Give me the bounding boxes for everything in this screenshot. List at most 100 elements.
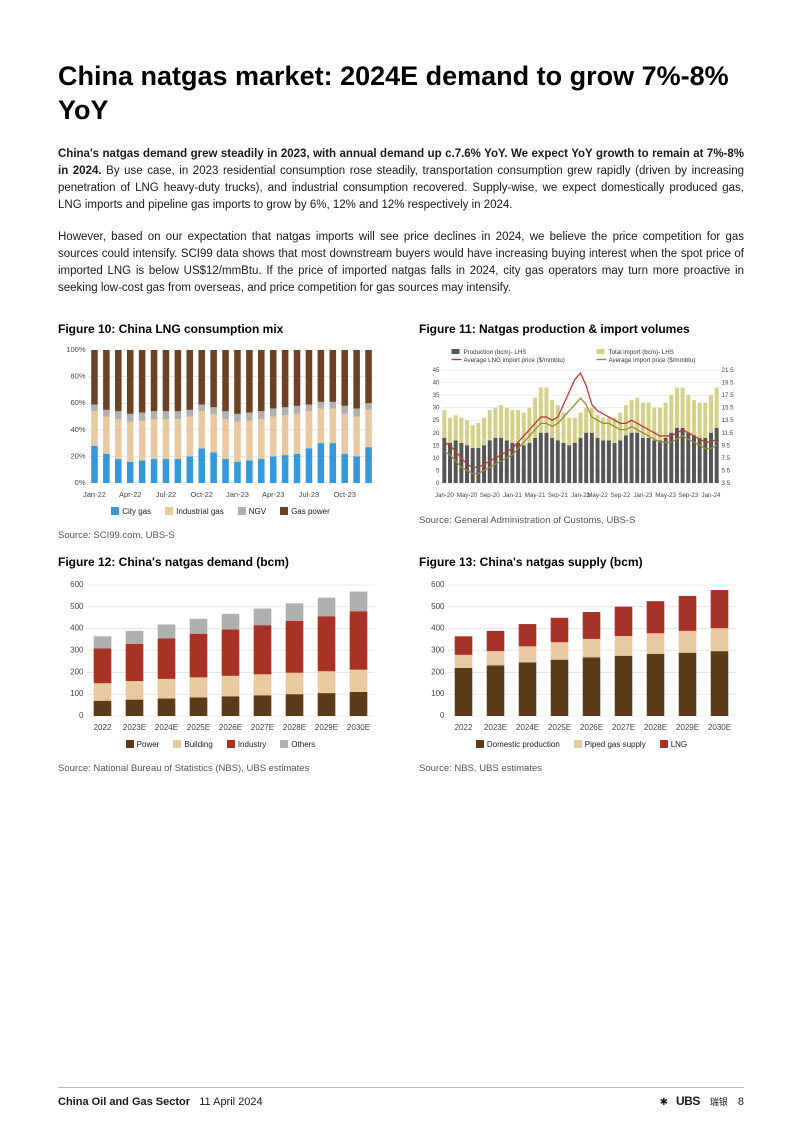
fig13-chart: 010020030040050060020222023E2024E2025E20… <box>419 579 744 734</box>
svg-text:Jan-20: Jan-20 <box>435 492 454 499</box>
svg-text:Average LNG import price ($/mm: Average LNG import price ($/mmbtu) <box>464 357 565 364</box>
svg-text:2025E: 2025E <box>187 723 210 732</box>
svg-text:Jan-23: Jan-23 <box>226 490 249 499</box>
svg-text:15.5: 15.5 <box>722 404 735 411</box>
svg-text:Apr-23: Apr-23 <box>262 490 285 499</box>
svg-text:45: 45 <box>433 367 440 374</box>
fig11-title: Figure 11: Natgas production & import vo… <box>419 322 744 336</box>
svg-text:13.5: 13.5 <box>722 417 735 424</box>
svg-text:10: 10 <box>433 454 440 461</box>
ubs-cn: 瑞银 <box>710 1095 728 1108</box>
svg-text:400: 400 <box>70 623 84 632</box>
svg-text:500: 500 <box>431 601 445 610</box>
svg-text:2026E: 2026E <box>219 723 242 732</box>
fig11-chart: Production (bcm)- LHS Total import (bcm)-… <box>419 346 744 501</box>
fig13-legend: Domestic productionPiped gas supplyLNG <box>419 740 744 749</box>
ubs-logo: UBS <box>676 1094 700 1108</box>
svg-text:3.5: 3.5 <box>722 480 731 487</box>
svg-text:2030E: 2030E <box>347 723 370 732</box>
svg-text:5: 5 <box>436 467 440 474</box>
svg-text:Sep-23: Sep-23 <box>678 492 699 499</box>
svg-text:2023E: 2023E <box>123 723 146 732</box>
svg-text:2028E: 2028E <box>644 723 667 732</box>
svg-text:Jan-22: Jan-22 <box>83 490 106 499</box>
figures-grid: Figure 10: China LNG consumption mix 0% 2… <box>58 322 744 774</box>
svg-text:100: 100 <box>70 689 84 698</box>
svg-text:17.5: 17.5 <box>722 392 735 399</box>
svg-text:2027E: 2027E <box>612 723 635 732</box>
fig11-source: Source: General Administration of Custom… <box>419 515 744 526</box>
fig10-chart: 0%20%40%60%80%100%Jan-22Apr-22Jul-22Oct-… <box>58 346 383 501</box>
figure-12: Figure 12: China's natgas demand (bcm) 0… <box>58 555 383 774</box>
svg-text:0: 0 <box>79 711 84 720</box>
page-footer: China Oil and Gas Sector 11 April 2024 ✱… <box>58 1087 744 1108</box>
svg-text:40%: 40% <box>70 424 85 433</box>
page-title: China natgas market: 2024E demand to gro… <box>58 60 744 128</box>
svg-text:May-20: May-20 <box>457 492 478 499</box>
svg-text:0: 0 <box>440 711 445 720</box>
svg-text:Jan-24: Jan-24 <box>702 492 721 499</box>
svg-text:Average import price ($/mmbtu): Average import price ($/mmbtu) <box>609 357 696 364</box>
svg-text:9.5: 9.5 <box>722 442 731 449</box>
svg-text:19.5: 19.5 <box>722 379 735 386</box>
svg-text:2024E: 2024E <box>155 723 178 732</box>
svg-text:0: 0 <box>436 480 440 487</box>
svg-text:2027E: 2027E <box>251 723 274 732</box>
svg-text:5.5: 5.5 <box>722 467 731 474</box>
fig12-chart: 010020030040050060020222023E2024E2025E20… <box>58 579 383 734</box>
svg-text:Sep-21: Sep-21 <box>548 492 569 499</box>
svg-text:0%: 0% <box>75 478 86 487</box>
svg-text:May-23: May-23 <box>655 492 676 499</box>
fig10-legend: City gasIndustrial gasNGVGas power <box>58 507 383 516</box>
svg-text:2025E: 2025E <box>548 723 571 732</box>
svg-text:May-22: May-22 <box>587 492 608 499</box>
svg-text:2022: 2022 <box>455 723 473 732</box>
svg-text:25: 25 <box>433 417 440 424</box>
svg-text:Jul-23: Jul-23 <box>299 490 319 499</box>
para1-rest: By use case, in 2023 residential consump… <box>58 165 744 212</box>
svg-text:40: 40 <box>433 379 440 386</box>
svg-text:600: 600 <box>70 580 84 589</box>
svg-text:20: 20 <box>433 429 440 436</box>
svg-text:Apr-22: Apr-22 <box>119 490 142 499</box>
svg-text:May-21: May-21 <box>525 492 546 499</box>
svg-text:500: 500 <box>70 601 84 610</box>
paragraph-2: However, based on our expectation that n… <box>58 229 744 298</box>
fig10-source: Source: SCI99.com, UBS-S <box>58 530 383 541</box>
svg-text:Jul-22: Jul-22 <box>156 490 176 499</box>
figure-10: Figure 10: China LNG consumption mix 0% 2… <box>58 322 383 541</box>
fig12-source: Source: National Bureau of Statistics (N… <box>58 763 383 774</box>
fig13-source: Source: NBS, UBS estimates <box>419 763 744 774</box>
svg-text:Jan-21: Jan-21 <box>503 492 522 499</box>
svg-text:21.5: 21.5 <box>722 367 735 374</box>
svg-text:7.5: 7.5 <box>722 454 731 461</box>
svg-text:2028E: 2028E <box>283 723 306 732</box>
svg-text:Oct-23: Oct-23 <box>333 490 356 499</box>
svg-text:2023E: 2023E <box>484 723 507 732</box>
figure-11: Figure 11: Natgas production & import vo… <box>419 322 744 541</box>
fig10-title: Figure 10: China LNG consumption mix <box>58 322 383 336</box>
svg-text:2024E: 2024E <box>516 723 539 732</box>
svg-text:2022: 2022 <box>94 723 112 732</box>
svg-text:400: 400 <box>431 623 445 632</box>
footer-left: China Oil and Gas Sector 11 April 2024 <box>58 1096 263 1108</box>
fig13-title: Figure 13: China's natgas supply (bcm) <box>419 555 744 569</box>
fig12-legend: PowerBuildingIndustryOthers <box>58 740 383 749</box>
svg-text:Production (bcm)- LHS: Production (bcm)- LHS <box>464 349 527 356</box>
fig12-title: Figure 12: China's natgas demand (bcm) <box>58 555 383 569</box>
svg-text:600: 600 <box>431 580 445 589</box>
svg-text:2029E: 2029E <box>676 723 699 732</box>
svg-text:100: 100 <box>431 689 445 698</box>
svg-text:Oct-22: Oct-22 <box>190 490 213 499</box>
svg-text:60%: 60% <box>70 398 85 407</box>
footer-right: ✱ UBS 瑞银 8 <box>660 1094 744 1108</box>
svg-text:80%: 80% <box>70 371 85 380</box>
svg-text:Jan-23: Jan-23 <box>633 492 652 499</box>
svg-text:20%: 20% <box>70 451 85 460</box>
svg-text:2029E: 2029E <box>315 723 338 732</box>
ubs-keys-icon: ✱ <box>660 1097 666 1108</box>
svg-text:200: 200 <box>431 667 445 676</box>
svg-text:Total import (bcm)- LHS: Total import (bcm)- LHS <box>609 349 674 356</box>
svg-text:35: 35 <box>433 392 440 399</box>
paragraph-1: China's natgas demand grew steadily in 2… <box>58 146 744 215</box>
